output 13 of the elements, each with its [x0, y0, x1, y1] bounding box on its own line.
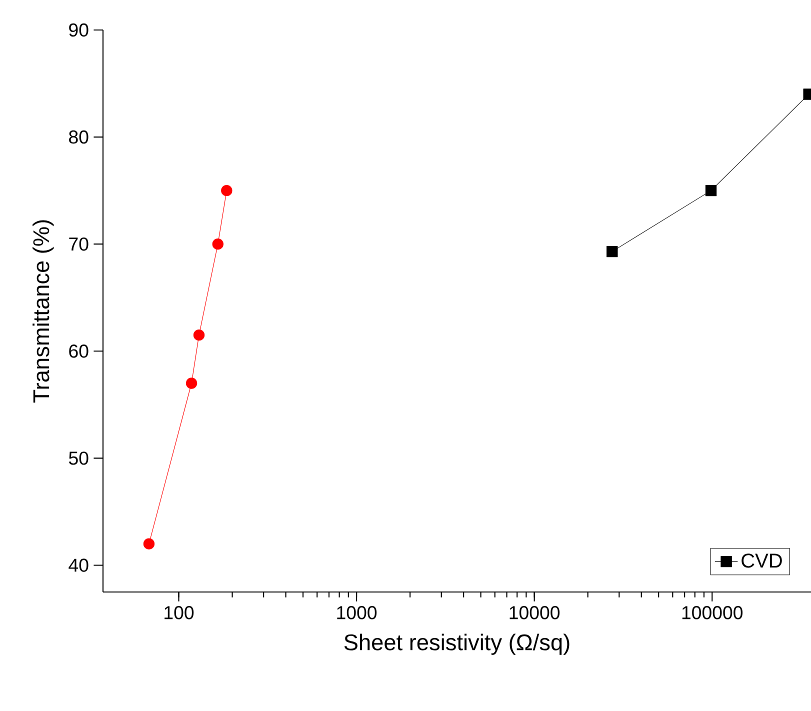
x-axis-title: Sheet resistivity (Ω/sq)	[344, 634, 570, 655]
y-axis-title: Transmittance (%)	[32, 220, 54, 403]
y-tick-label: 70	[69, 237, 88, 251]
y-tick-label: 80	[69, 130, 88, 144]
y-tick-label: 90	[69, 23, 88, 37]
legend-label: CVD	[742, 554, 782, 568]
x-tick-label: 100000	[682, 606, 743, 620]
x-tick-label: 10000	[510, 606, 560, 620]
y-tick-label: 60	[69, 344, 88, 358]
x-tick-label: 100	[164, 606, 194, 620]
y-tick-label: 50	[68, 452, 88, 465]
x-tick-label: 1000	[337, 606, 377, 620]
y-tick-label: 40	[68, 558, 88, 572]
